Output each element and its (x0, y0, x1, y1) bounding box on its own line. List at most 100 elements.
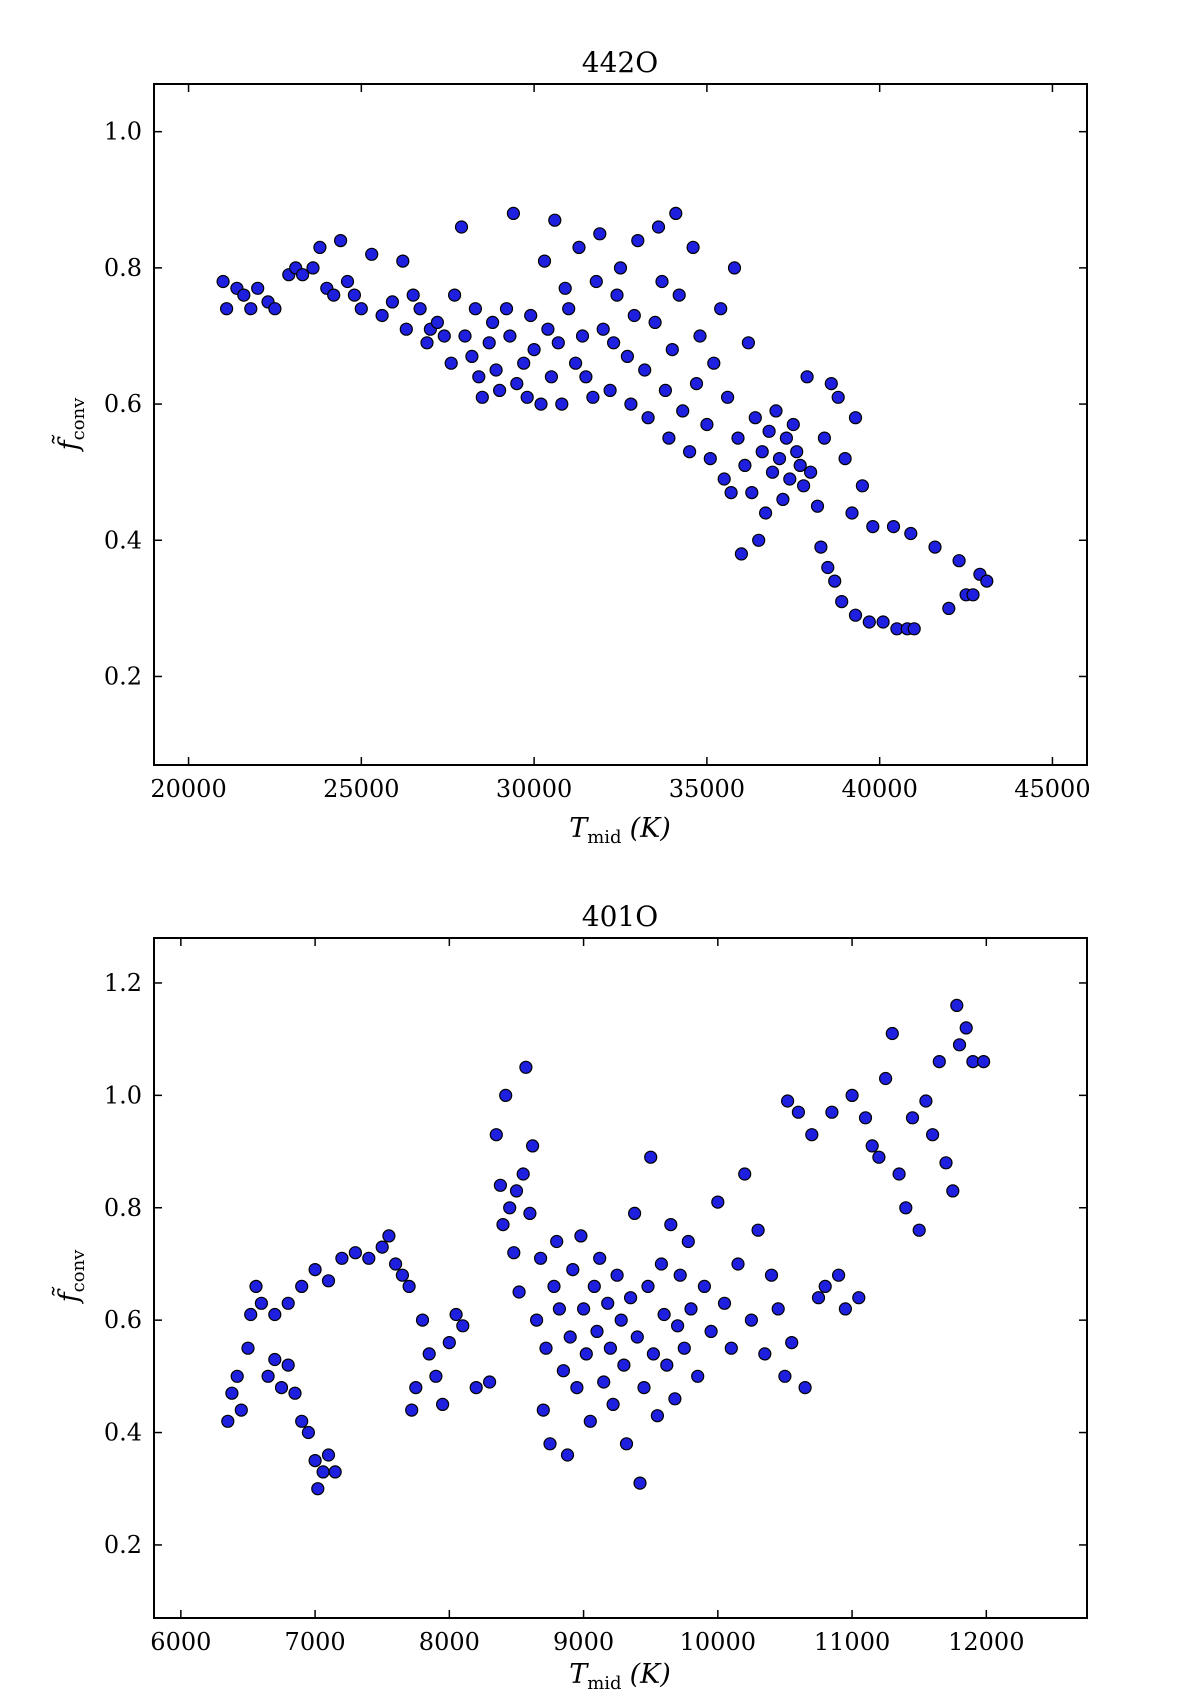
data-point (354, 302, 368, 316)
data-point (534, 397, 548, 411)
data-point (758, 1347, 772, 1361)
data-point (254, 1296, 268, 1310)
data-point (499, 302, 514, 316)
data-point (547, 1279, 561, 1294)
data-point (465, 349, 479, 363)
x-tick-label: 7000 (285, 1628, 346, 1656)
data-point (241, 1341, 255, 1355)
data-point (717, 1296, 732, 1310)
data-point (506, 206, 521, 220)
data-point (825, 1105, 839, 1119)
chart-401O: 401O 6000 7000 8000 9000 10000 11000 12000 0.2… (51, 900, 1088, 1694)
data-point (657, 1307, 671, 1322)
data-point (835, 594, 849, 609)
data-point (672, 288, 686, 302)
data-point (560, 1448, 575, 1462)
data-point (313, 240, 327, 254)
data-point (406, 288, 420, 302)
data-point (658, 383, 673, 397)
data-point (589, 274, 603, 289)
data-point (220, 302, 234, 316)
data-point (308, 1262, 322, 1277)
data-point (952, 1038, 967, 1052)
data-point (831, 390, 845, 404)
data-point (556, 1364, 571, 1378)
data-point (689, 377, 704, 391)
data-point (904, 526, 918, 541)
x-tick-label: 11000 (814, 1628, 890, 1656)
data-point (544, 370, 559, 384)
data-point (925, 1128, 940, 1142)
data-point (899, 1201, 913, 1215)
data-point (601, 1296, 615, 1310)
data-point (907, 622, 921, 636)
data-point (677, 1341, 691, 1355)
data-point (409, 1380, 423, 1395)
data-point (572, 240, 586, 254)
data-point (817, 431, 832, 445)
data-point (946, 1184, 960, 1198)
data-point (800, 370, 814, 384)
y-tick-label: 1.0 (104, 1081, 142, 1109)
data-point (429, 1369, 443, 1383)
data-point (838, 452, 852, 466)
data-point (865, 1139, 879, 1153)
data-point (845, 506, 859, 520)
data-point (375, 1240, 389, 1254)
data-point (676, 404, 690, 418)
data-point (711, 1195, 725, 1209)
data-point (340, 274, 355, 289)
data-point (805, 1128, 819, 1142)
data-point (769, 404, 783, 418)
data-point (814, 540, 828, 554)
plot-frame (153, 83, 1088, 766)
data-point (727, 261, 742, 275)
data-point (268, 1352, 282, 1367)
data-point (731, 431, 745, 445)
data-point (415, 1313, 430, 1327)
data-point (641, 411, 655, 425)
data-point (724, 1341, 738, 1355)
data-point (720, 390, 735, 404)
data-point (751, 1223, 765, 1237)
data-point (818, 1279, 832, 1294)
data-point (539, 1341, 553, 1355)
data-point (796, 479, 811, 493)
data-point (803, 465, 818, 479)
data-point (655, 274, 669, 289)
data-point (848, 411, 863, 425)
data-point (489, 363, 503, 377)
data-point (517, 356, 531, 370)
chart-442O: 442O 20000 25000 30000 35000 40000 45000 0.20… (51, 46, 1090, 848)
data-point (703, 452, 717, 466)
data-point (745, 486, 759, 500)
data-point (673, 1268, 687, 1282)
data-point (510, 377, 524, 391)
data-point (627, 1206, 642, 1221)
data-point (614, 1313, 628, 1327)
data-point (603, 1341, 618, 1355)
data-point (637, 1380, 651, 1395)
data-point (234, 1403, 248, 1417)
data-point (660, 1358, 674, 1372)
data-point (700, 417, 714, 432)
data-point (793, 458, 807, 472)
x-ticks-group: 6000 7000 8000 9000 10000 11000 12000 (150, 938, 1024, 1656)
data-point (662, 431, 676, 445)
data-point (237, 288, 251, 302)
x-tick-label: 9000 (553, 1628, 614, 1656)
data-point (646, 1347, 661, 1361)
data-point (503, 1201, 517, 1215)
data-point (519, 1060, 533, 1074)
data-point (251, 281, 265, 295)
data-point (244, 302, 258, 316)
data-point (838, 1302, 853, 1316)
y-ticks-group: 0.2 0.4 0.6 0.8 1.0 (104, 118, 1087, 690)
data-point (274, 1380, 289, 1395)
data-point (448, 288, 462, 302)
data-point (541, 322, 555, 336)
y-tick-label: 0.6 (104, 1306, 142, 1334)
data-point (630, 1330, 644, 1344)
data-point (664, 1217, 678, 1232)
